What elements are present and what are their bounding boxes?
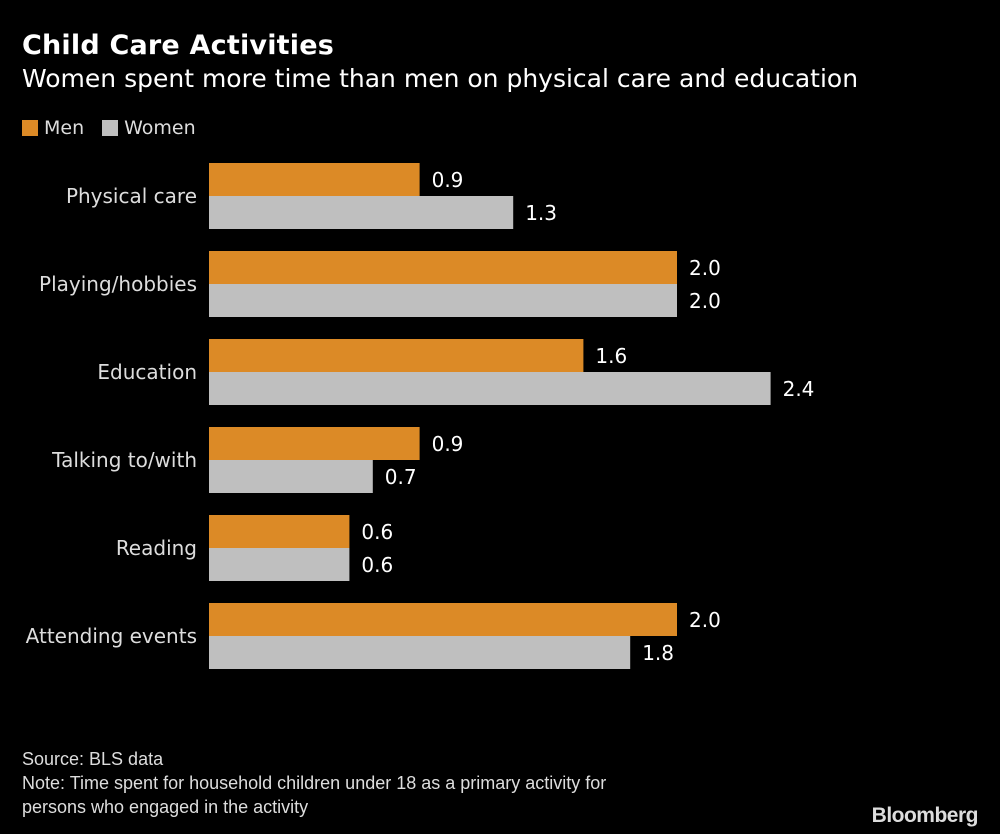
note-line-1: Note: Time spent for household children …: [22, 773, 607, 793]
category-label: Attending events: [26, 624, 197, 648]
bar-women: [209, 460, 373, 493]
legend-item-women: Women: [102, 117, 196, 139]
source-note: Source: BLS data: [22, 749, 164, 769]
data-label-women: 2.4: [783, 377, 815, 401]
bar-men: [209, 251, 677, 284]
data-label-men: 1.6: [595, 344, 627, 368]
bar-men: [209, 515, 350, 548]
bloomberg-logo: Bloomberg: [871, 804, 979, 827]
data-label-women: 0.7: [385, 465, 417, 489]
bar-men: [209, 339, 584, 372]
bar-women: [209, 372, 771, 405]
category-label: Talking to/with: [51, 448, 197, 472]
bar-women: [209, 196, 514, 229]
bar-men: [209, 427, 420, 460]
bar-women: [209, 636, 631, 669]
data-label-women: 1.3: [525, 201, 557, 225]
bar-women: [209, 284, 677, 317]
data-label-women: 1.8: [642, 641, 674, 665]
bar-men: [209, 163, 420, 196]
category-label: Physical care: [66, 184, 197, 208]
bar-men: [209, 603, 677, 636]
legend-label-women: Women: [124, 117, 196, 139]
category-label: Education: [97, 360, 197, 384]
legend-label-men: Men: [44, 117, 85, 139]
data-label-men: 2.0: [689, 608, 721, 632]
legend-swatch-women: [102, 120, 119, 136]
legend-swatch-men: [22, 120, 38, 136]
bar-women: [209, 548, 350, 581]
legend: Men Women: [22, 117, 214, 139]
data-label-men: 0.9: [432, 432, 464, 456]
category-label: Reading: [116, 536, 197, 560]
note-line-2: persons who engaged in the activity: [22, 797, 309, 817]
footer: Source: BLS data Note: Time spent for ho…: [22, 747, 606, 819]
data-label-women: 0.6: [361, 553, 393, 577]
data-label-men: 2.0: [689, 256, 721, 280]
data-label-men: 0.6: [361, 520, 393, 544]
legend-item-men: Men: [22, 117, 84, 139]
data-label-women: 2.0: [689, 289, 721, 313]
category-label: Playing/hobbies: [39, 272, 197, 296]
data-label-men: 0.9: [432, 168, 464, 192]
chart-subtitle: Women spent more time than men on physic…: [22, 64, 859, 93]
chart-title: Child Care Activities: [22, 30, 334, 61]
